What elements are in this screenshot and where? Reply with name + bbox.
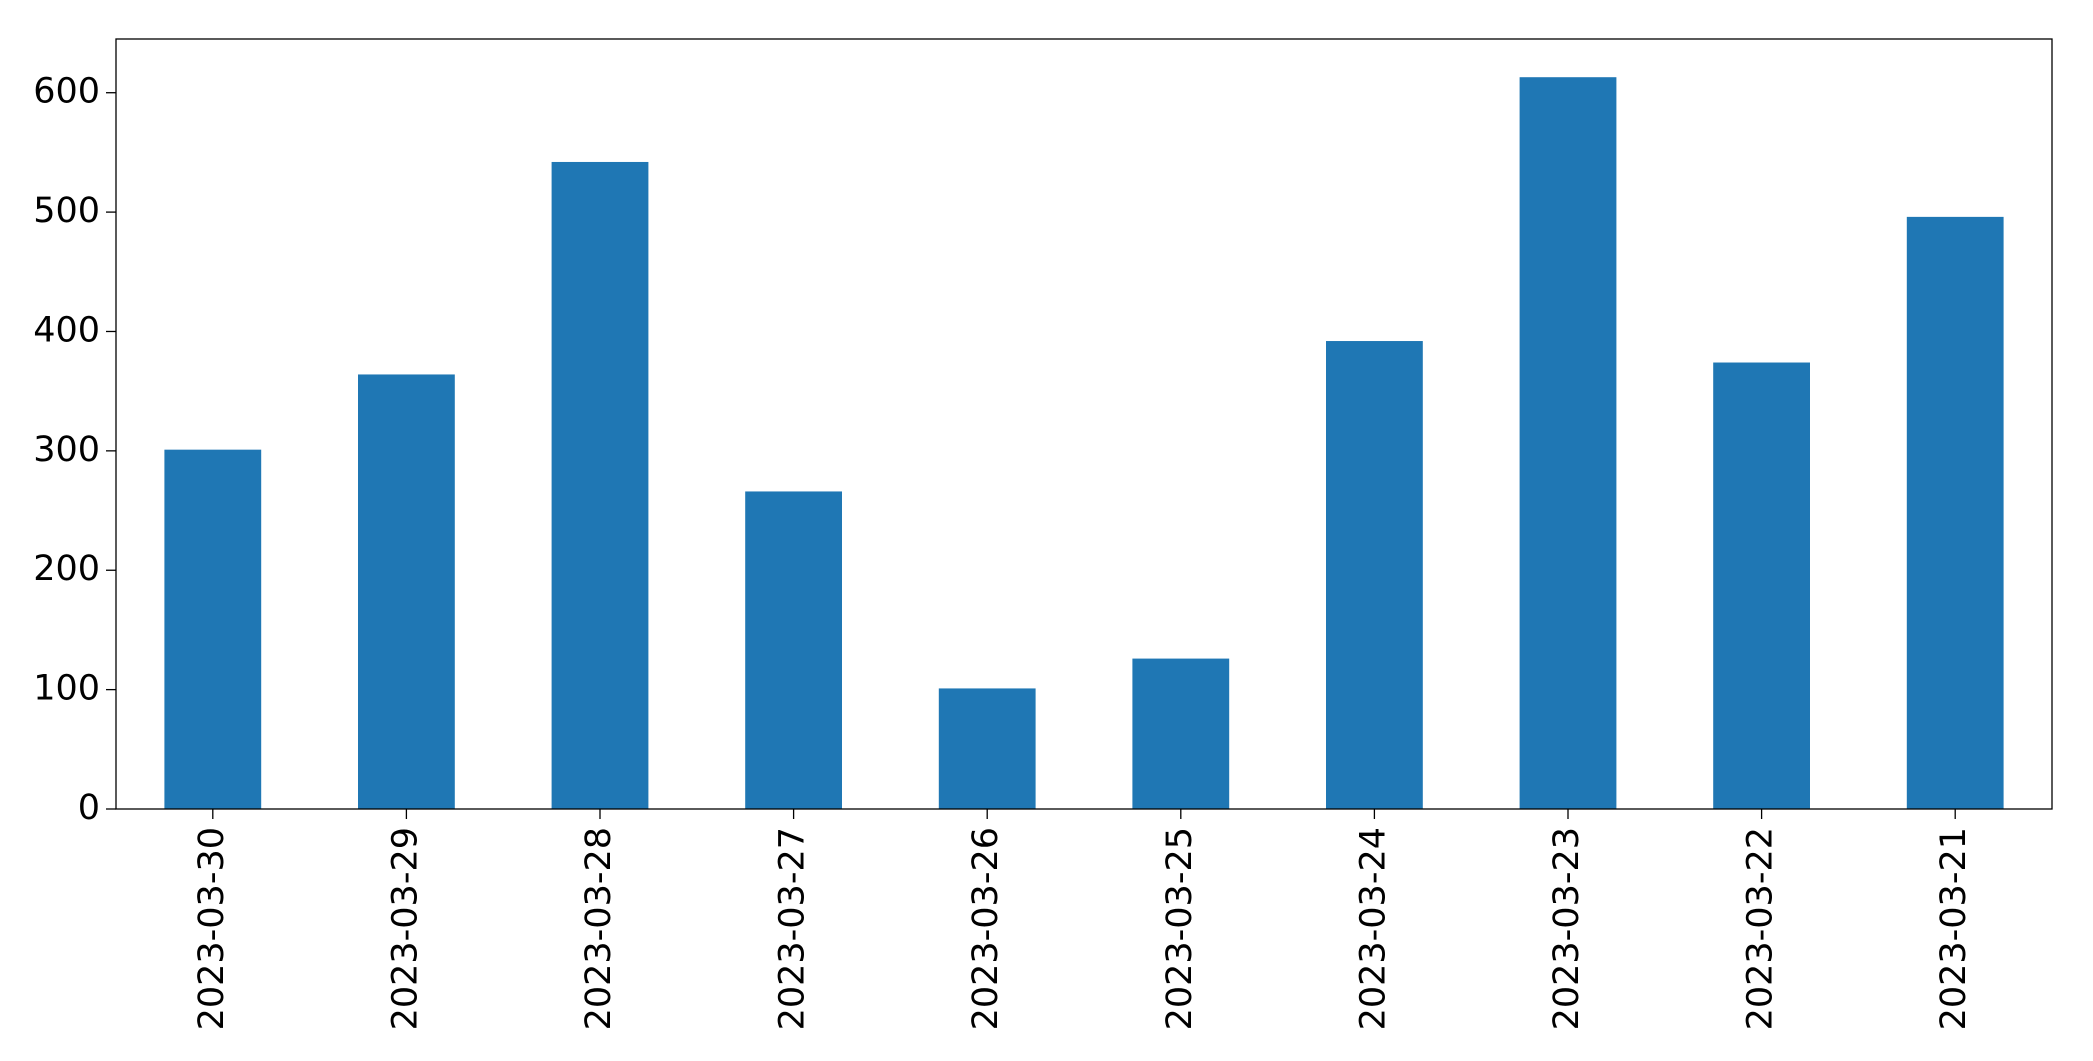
plot-frame: [115, 38, 2053, 810]
x-tick-label: 2023-03-23: [1547, 827, 1587, 1030]
bar: [1519, 77, 1617, 810]
y-tick-label: 400: [33, 310, 100, 350]
y-tick-label: 300: [33, 430, 100, 470]
bar: [1132, 658, 1230, 809]
x-tick-label: 2023-03-21: [1934, 827, 1974, 1030]
y-tick-label: 500: [33, 191, 100, 231]
x-tick-label: 2023-03-29: [385, 827, 425, 1030]
x-tick-label: 2023-03-25: [1160, 827, 1200, 1030]
bar: [358, 374, 455, 809]
x-tick-label: 2023-03-28: [579, 827, 619, 1030]
bar: [551, 161, 649, 809]
bar: [745, 491, 842, 809]
y-tick-label: 200: [33, 549, 100, 589]
bar: [1326, 341, 1423, 809]
x-tick-label: 2023-03-26: [966, 827, 1006, 1030]
x-tick-label: 2023-03-27: [773, 827, 813, 1030]
x-tick-label: 2023-03-30: [192, 827, 232, 1030]
y-tick-label: 0: [78, 788, 100, 828]
bar: [164, 449, 262, 809]
y-tick-label: 100: [33, 669, 100, 709]
bar: [1713, 362, 1810, 809]
bar: [1906, 216, 2004, 809]
x-tick-label: 2023-03-22: [1741, 827, 1781, 1030]
y-tick-label: 600: [33, 72, 100, 112]
x-tick-label: 2023-03-24: [1353, 827, 1393, 1030]
bar: [938, 688, 1036, 809]
